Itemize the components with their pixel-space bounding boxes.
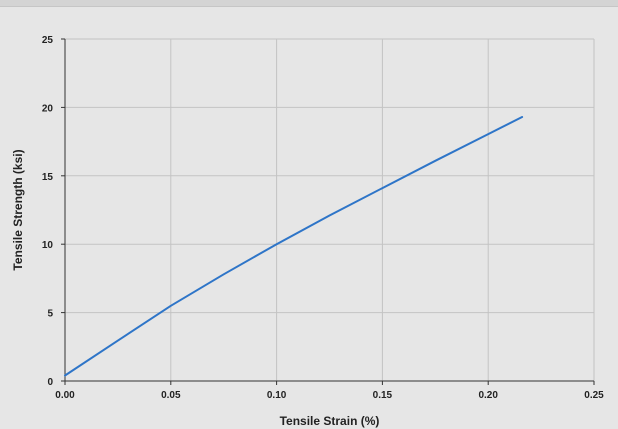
x-tick-label: 0.20 [478, 390, 498, 401]
series-line [64, 116, 524, 377]
grid-lines [65, 38, 595, 381]
x-tick-label: 0.15 [373, 390, 393, 401]
x-tick-label: 0.25 [584, 390, 604, 401]
y-tick-label: 25 [42, 35, 54, 46]
x-tick-label: 0.00 [55, 390, 75, 401]
y-tick-label: 15 [42, 172, 54, 183]
axes [61, 38, 595, 385]
tick-labels: 0.00 0.05 0.10 0.15 0.20 0.25 0 5 10 15 20 25 [42, 35, 604, 401]
y-axis-title: Tensile Strength (ksi) [11, 149, 25, 270]
y-tick-label: 5 [47, 309, 53, 320]
window-top-strip [0, 0, 618, 7]
x-tick-label: 0.05 [161, 390, 181, 401]
x-axis-title: Tensile Strain (%) [280, 414, 380, 428]
y-tick-label: 10 [42, 240, 54, 251]
y-tick-label: 20 [42, 103, 54, 114]
x-tick-label: 0.10 [267, 390, 287, 401]
y-tick-label: 0 [47, 377, 53, 388]
series-layer [64, 116, 524, 377]
